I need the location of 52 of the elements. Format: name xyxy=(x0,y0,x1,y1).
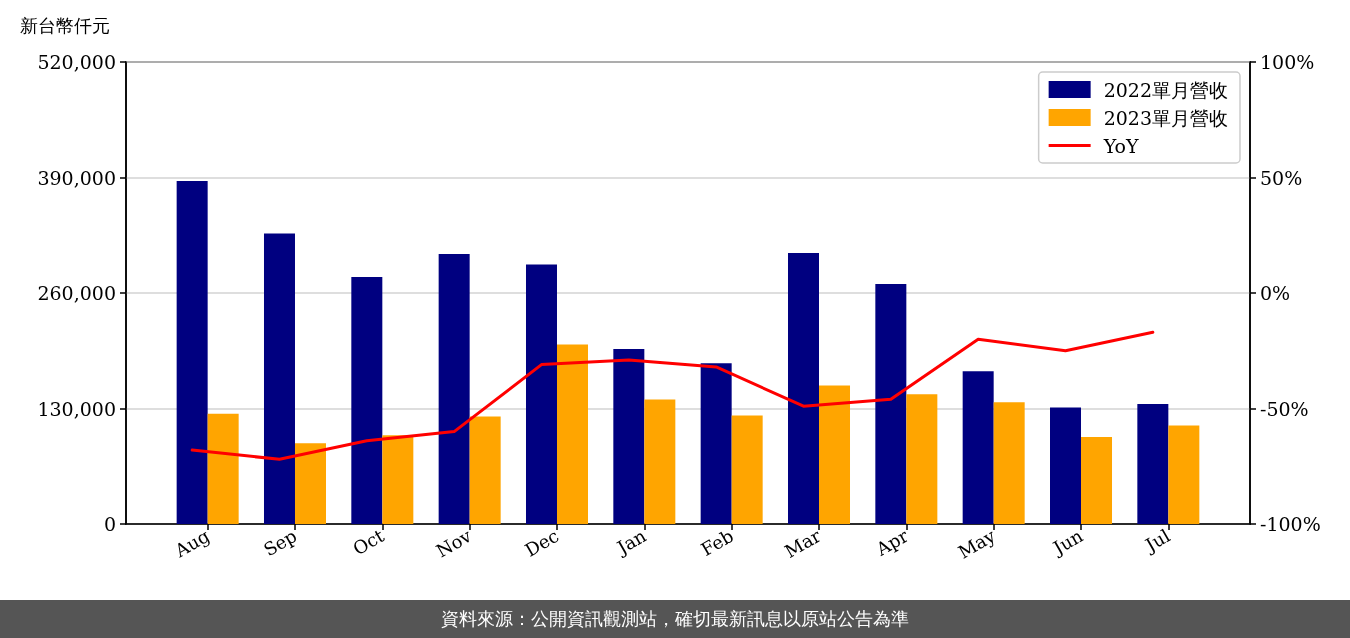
bar xyxy=(351,277,383,524)
x-tick-label: Mar xyxy=(781,524,825,562)
bar xyxy=(644,399,676,524)
bar xyxy=(176,181,208,524)
y-tick-label: 260,000 xyxy=(37,282,116,304)
y2-tick-label: 50% xyxy=(1260,166,1303,189)
y-tick-label: 0 xyxy=(103,513,116,535)
source-note: 資料來源：公開資訊觀測站，確切最新訊息以原站公告為準 xyxy=(441,607,909,631)
x-tick-label: Jan xyxy=(611,524,650,559)
bar xyxy=(438,253,470,524)
legend-label: 2023單月營收 xyxy=(1103,106,1229,129)
y2-tick-label: -100% xyxy=(1260,513,1321,535)
x-tick-label: Apr xyxy=(871,524,912,561)
x-tick-label: Jun xyxy=(1047,524,1087,560)
bar xyxy=(469,416,501,524)
bar xyxy=(557,344,588,524)
bar xyxy=(294,443,326,524)
x-tick-label: Feb xyxy=(697,524,737,560)
y2-tick-label: 0% xyxy=(1260,282,1291,304)
legend-label: YoY xyxy=(1102,134,1139,157)
x-tick-label: May xyxy=(954,524,1000,563)
bar xyxy=(993,402,1025,524)
bar xyxy=(731,415,763,524)
y-tick-label: 390,000 xyxy=(37,166,116,189)
legend-label: 2022單月營收 xyxy=(1103,78,1229,101)
bar xyxy=(1081,436,1113,524)
x-tick-label: Jul xyxy=(1140,524,1174,557)
bar xyxy=(906,394,938,524)
x-tick-label: Aug xyxy=(170,524,213,562)
y2-tick-label: -50% xyxy=(1260,397,1309,420)
bar xyxy=(1168,425,1200,524)
y-tick-label: 130,000 xyxy=(37,397,116,420)
bar xyxy=(382,435,414,524)
bar xyxy=(1137,404,1169,524)
bar xyxy=(875,284,907,524)
bar xyxy=(819,385,851,524)
bar xyxy=(263,233,295,524)
line-series xyxy=(190,330,1155,461)
x-tick-label: Sep xyxy=(259,524,301,561)
bar xyxy=(1050,407,1082,524)
y-axis-title: 新台幣仟元 xyxy=(20,15,110,37)
x-tick-label: Oct xyxy=(349,524,389,560)
bar xyxy=(788,253,819,524)
bar xyxy=(962,371,994,524)
bar xyxy=(525,264,557,524)
bar xyxy=(700,363,732,524)
bar xyxy=(613,348,645,524)
bar xyxy=(207,413,239,524)
y-tick-label: 520,000 xyxy=(37,51,116,73)
x-tick-label: Nov xyxy=(432,524,476,562)
x-tick-label: Dec xyxy=(521,524,563,561)
y2-tick-label: 100% xyxy=(1260,51,1315,73)
